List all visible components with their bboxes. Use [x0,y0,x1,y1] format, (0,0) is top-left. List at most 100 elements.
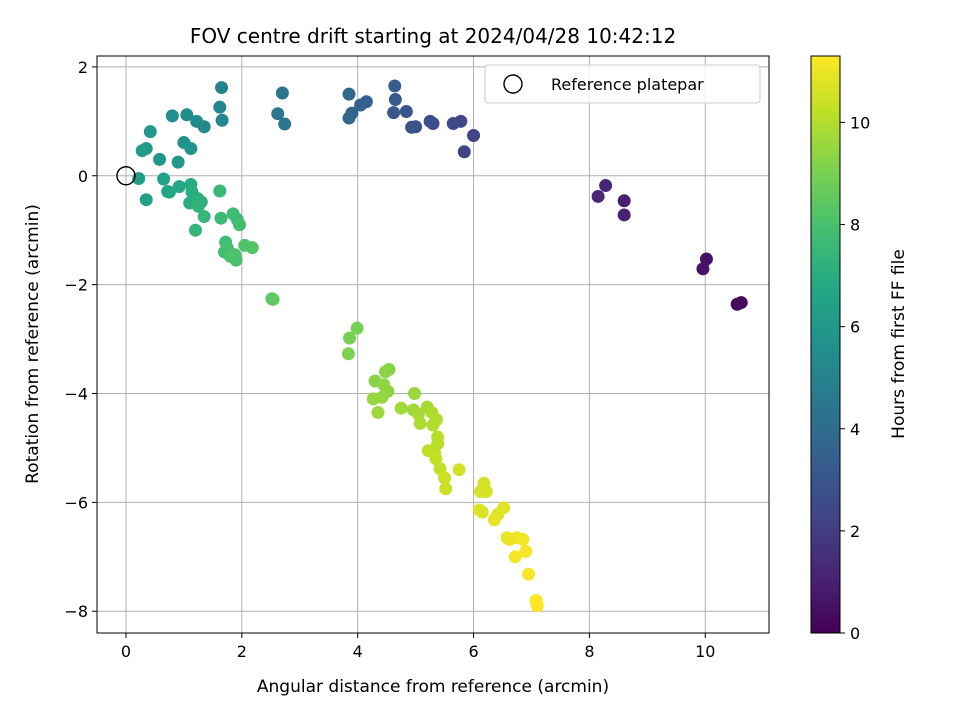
x-axis-label: Angular distance from reference (arcmin) [257,677,609,697]
data-point [343,331,357,345]
data-point [423,114,437,128]
data-point [139,193,153,207]
data-point [215,113,229,127]
data-point [696,262,710,276]
plot-frame [96,55,770,634]
data-point [519,544,533,558]
data-point [171,155,185,169]
grid-lines [97,56,769,633]
data-point [429,452,443,466]
colorbar-tick-label: 2 [850,522,860,541]
data-point [394,401,408,415]
legend-box [484,64,761,104]
data-point [143,125,157,139]
data-point [479,484,493,498]
data-point [388,79,402,93]
data-point [508,550,522,564]
y-tick-label: 2 [78,58,88,77]
data-point [165,109,179,123]
data-point [388,93,402,107]
data-point [266,292,280,306]
data-point [271,107,285,121]
data-point [172,180,186,194]
data-point [730,297,744,311]
data-point [516,532,530,546]
data-point [350,321,364,335]
data-point [371,406,385,420]
data-point [342,87,356,101]
data-point [375,390,389,404]
data-point [452,463,466,477]
data-point [184,142,198,156]
chart-title: FOV centre drift starting at 2024/04/28 … [190,24,676,48]
colorbar-tick-label: 10 [850,113,870,132]
data-point [399,105,413,119]
data-point [405,120,419,134]
colorbar-tick-label: 8 [850,216,860,235]
y-axis-ticks: 2 0 −2 −4 −6 −8 [64,58,97,621]
data-point [439,482,453,496]
data-point [699,252,713,266]
data-point [213,100,227,114]
data-point [617,208,631,222]
data-point [197,210,211,224]
data-point [342,111,356,125]
colorbar-ticks: 0 2 4 6 8 10 [840,113,870,643]
data-point [591,189,605,203]
x-tick-label: 10 [695,642,715,661]
data-point [438,471,452,485]
data-point [522,567,536,581]
data-point [407,386,421,400]
y-tick-label: −8 [64,602,88,621]
legend-marker [503,74,523,94]
data-point [213,184,227,198]
data-point [431,437,445,451]
data-point [446,116,460,130]
reference-platepar-marker [116,166,136,186]
colorbar-tick-label: 6 [850,318,860,337]
x-tick-label: 8 [584,642,594,661]
data-point [135,144,149,158]
x-tick-label: 0 [121,642,131,661]
data-point [354,98,368,112]
data-point [475,505,489,519]
data-point [275,86,289,100]
colorbar-tick-label: 0 [850,624,860,643]
y-axis-label: Rotation from reference (arcmin) [23,204,43,484]
colorbar [810,55,841,634]
data-point [378,365,392,379]
data-point [191,199,205,213]
data-point [487,513,501,527]
y-tick-label: 0 [78,167,88,186]
data-point [214,211,228,225]
legend-label: Reference platepar [551,75,704,94]
data-point [180,108,194,122]
data-point [153,152,167,166]
data-point [467,128,481,142]
data-point [233,218,247,232]
data-points [132,79,748,613]
data-point [530,599,544,613]
data-point [162,185,176,199]
y-tick-label: −2 [64,276,88,295]
y-tick-label: −4 [64,384,88,403]
x-tick-label: 2 [237,642,247,661]
data-point [617,194,631,208]
data-point [228,248,242,262]
data-point [426,418,440,432]
data-point [278,117,292,131]
data-point [157,172,171,186]
x-tick-label: 4 [353,642,363,661]
data-point [341,347,355,361]
legend: Reference platepar [484,64,761,104]
x-axis-ticks: 0 2 4 6 8 10 [121,633,715,661]
data-point [190,114,204,128]
data-point [215,81,229,95]
data-point [387,106,401,120]
colorbar-label: Hours from first FF file [889,249,909,439]
x-tick-label: 6 [468,642,478,661]
data-point [188,223,202,237]
data-point [245,241,259,255]
